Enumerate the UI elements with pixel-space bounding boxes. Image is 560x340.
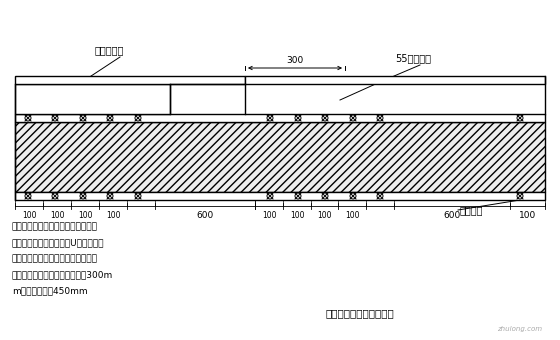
Text: zhulong.com: zhulong.com [497,326,543,332]
Text: 接固定，墙面支撑体系按照常规做法: 接固定，墙面支撑体系按照常规做法 [12,254,98,263]
Text: 定型钢模板: 定型钢模板 [95,45,124,55]
Text: 100: 100 [290,211,304,220]
Text: 100: 100 [318,211,332,220]
Text: 止水螺杆: 止水螺杆 [460,205,483,215]
Text: 100: 100 [22,211,36,220]
Bar [15,114,545,122]
Text: 100: 100 [345,211,360,220]
Text: 100: 100 [78,211,92,220]
Bar [245,76,545,84]
Text: 柱两侧第一排止水螺杆竖向间距300m: 柱两侧第一排止水螺杆竖向间距300m [12,270,113,279]
Text: 大模板与小钢模连接构造: 大模板与小钢模连接构造 [325,308,394,318]
Polygon shape [15,122,545,192]
Bar [15,192,545,200]
Text: 成与小钢模孔径对应，用U型卡满布连: 成与小钢模孔径对应，用U型卡满布连 [12,238,105,247]
Bar [15,84,170,114]
Text: 100: 100 [50,211,64,220]
Text: 100: 100 [106,211,120,220]
Bar [15,76,245,84]
Text: 注：大模板与小钢模连接处，定型作: 注：大模板与小钢模连接处，定型作 [12,222,98,231]
Text: 55型钢模板: 55型钢模板 [395,53,431,63]
Text: m，其余间距为450mm: m，其余间距为450mm [12,286,87,295]
Text: 300: 300 [286,56,304,65]
Text: 100: 100 [262,211,276,220]
Text: 600: 600 [197,211,213,220]
Text: 100: 100 [519,211,536,220]
Text: 600: 600 [444,211,461,220]
